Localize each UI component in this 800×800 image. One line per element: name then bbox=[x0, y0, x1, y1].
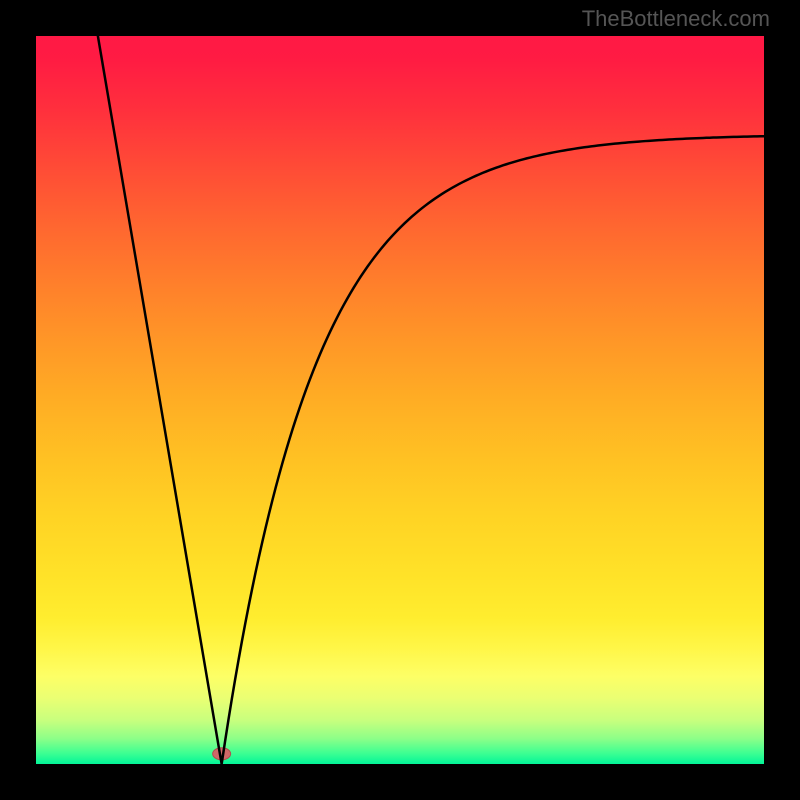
watermark-text: TheBottleneck.com bbox=[582, 6, 770, 32]
curve-layer bbox=[36, 36, 764, 764]
plot-area bbox=[36, 36, 764, 764]
bottleneck-curve bbox=[98, 36, 764, 764]
chart-stage: TheBottleneck.com bbox=[0, 0, 800, 800]
